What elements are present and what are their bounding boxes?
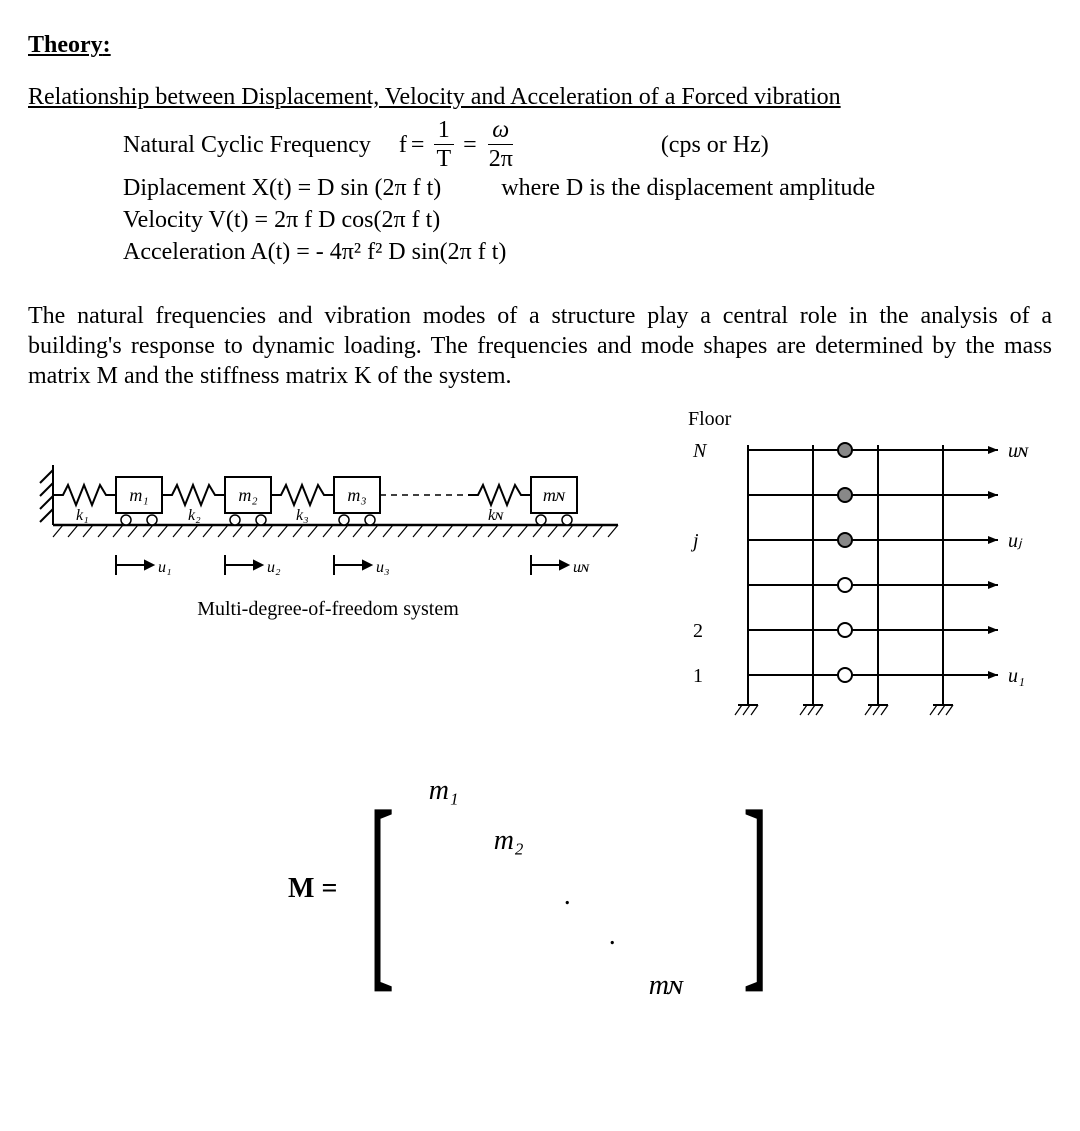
theory-heading: Theory: — [28, 30, 1052, 60]
building-svg: Floor — [638, 405, 1058, 735]
frac-omega-2pi: ω 2π — [485, 118, 517, 171]
mass-matrix: M = [ m₁ m₂ . . mɴ ] — [28, 773, 1052, 1003]
right-bracket-icon: ] — [742, 795, 768, 982]
frac-num-omega: ω — [488, 118, 513, 145]
equals-2: = — [463, 130, 477, 160]
figures-row: m₁ m₂ m₃ mɴ k₁ k₂ — [28, 405, 1052, 743]
disp-2-label: u₂ — [267, 559, 281, 576]
dot1-entry: . — [564, 878, 571, 913]
spring-n-label: kɴ — [488, 507, 504, 524]
disp-eq: Diplacement X(t) = D sin (2π f t) — [123, 173, 441, 203]
freq-units: (cps or Hz) — [661, 130, 769, 160]
spring-1-label: k₁ — [76, 507, 89, 524]
natural-frequency-line: Natural Cyclic Frequency f = 1 T = ω 2π … — [123, 118, 1052, 171]
nat-freq-label: Natural Cyclic Frequency — [123, 130, 371, 160]
matrix-body: m₁ m₂ . . mɴ — [419, 773, 719, 1003]
u-1: u₁ — [1008, 665, 1025, 687]
building-frame-figure: Floor — [638, 405, 1058, 743]
m2-entry: m₂ — [494, 823, 524, 858]
dot2-entry: . — [609, 918, 616, 953]
floor-1: 1 — [693, 665, 703, 687]
u-N: uɴ — [1008, 440, 1029, 462]
frac-den-2pi: 2π — [485, 145, 517, 171]
disp-where: where D is the displacement amplitude — [501, 173, 875, 203]
theory-heading-text: Theory — [28, 32, 103, 58]
disp-3-label: u₃ — [376, 559, 390, 576]
vel-eq: Velocity V(t) = 2π f D cos(2π f t) — [123, 205, 440, 235]
mass-n-label: mɴ — [543, 485, 566, 505]
left-bracket-icon: [ — [369, 795, 395, 982]
equations-block: Natural Cyclic Frequency f = 1 T = ω 2π … — [123, 118, 1052, 267]
frac-den-T: T — [432, 145, 455, 171]
paragraph-text: The natural frequencies and vibration mo… — [28, 301, 1052, 391]
disp-1-label: u₁ — [158, 559, 172, 576]
mn-entry: mɴ — [649, 968, 683, 1003]
floor-j: j — [690, 530, 699, 552]
spring-3-label: k₃ — [296, 507, 309, 524]
floor-N: N — [692, 440, 708, 462]
frac-num-1: 1 — [434, 118, 454, 145]
spring-2-label: k₂ — [188, 507, 201, 524]
frac-1overT: 1 T — [432, 118, 455, 171]
mdof-figure: m₁ m₂ m₃ mɴ k₁ k₂ — [28, 405, 628, 643]
matrix-label: M = — [288, 871, 337, 906]
acc-eq: Acceleration A(t) = - 4π² f² D sin(2π f … — [123, 237, 506, 267]
velocity-line: Velocity V(t) = 2π f D cos(2π f t) — [123, 205, 1052, 235]
mass-2-label: m₂ — [238, 485, 257, 505]
floor-header: Floor — [688, 408, 732, 430]
mass-3-label: m₃ — [347, 485, 366, 505]
disp-n-label: uɴ — [573, 559, 590, 576]
acceleration-line: Acceleration A(t) = - 4π² f² D sin(2π f … — [123, 237, 1052, 267]
u-j: uⱼ — [1008, 530, 1023, 552]
equals-1: = — [411, 130, 425, 160]
displacement-line: Diplacement X(t) = D sin (2π f t) where … — [123, 173, 1052, 203]
mdof-svg: m₁ m₂ m₃ mɴ k₁ k₂ — [28, 405, 628, 635]
mdof-caption: Multi-degree-of-freedom system — [197, 598, 459, 620]
m1-entry: m₁ — [429, 773, 459, 808]
floor-2: 2 — [693, 620, 703, 642]
relationship-subheading: Relationship between Displacement, Veloc… — [28, 82, 1052, 112]
mass-1-label: m₁ — [129, 485, 148, 505]
f-symbol: f — [399, 130, 407, 160]
